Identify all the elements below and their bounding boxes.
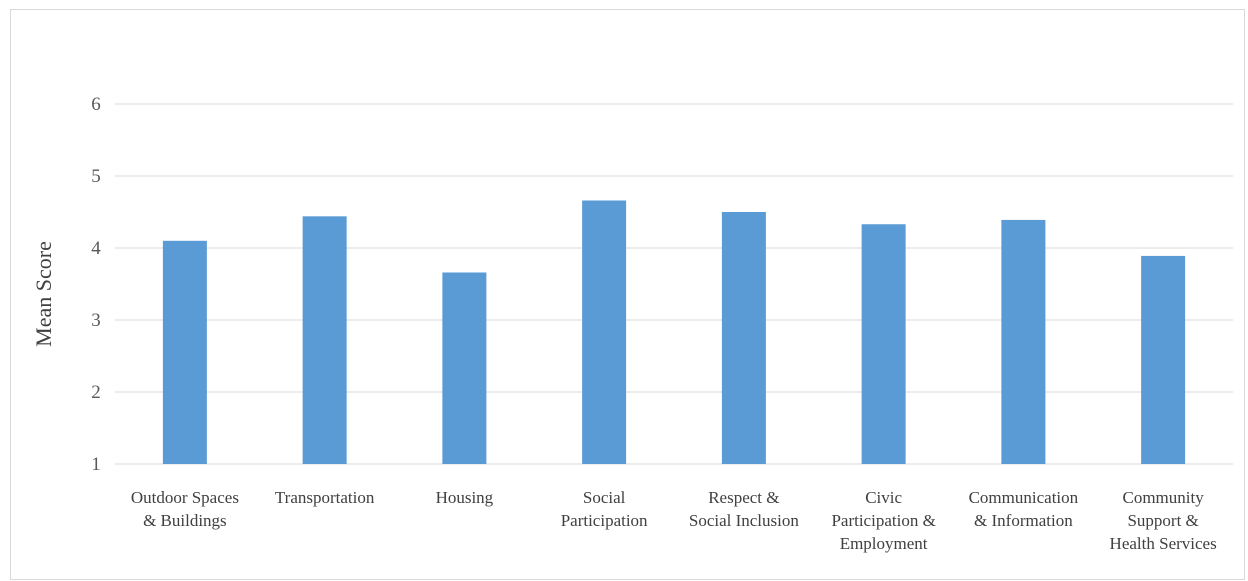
y-tick-label: 4 bbox=[91, 238, 101, 259]
y-axis-ticks: 1 2 3 4 5 6 bbox=[91, 94, 101, 475]
gridlines bbox=[115, 103, 1233, 465]
y-tick-label: 5 bbox=[91, 166, 101, 187]
y-tick-label: 1 bbox=[91, 454, 101, 475]
x-category-label: Community Support & Health Services bbox=[1110, 488, 1217, 553]
bar bbox=[302, 216, 347, 464]
bar bbox=[162, 240, 207, 464]
bar bbox=[1001, 219, 1046, 464]
bar bbox=[442, 272, 487, 464]
x-category-label: Communication & Information bbox=[969, 488, 1079, 530]
y-tick-label: 3 bbox=[91, 310, 101, 331]
x-axis-categories: Outdoor Spaces & Buildings Transportation H… bbox=[131, 488, 1217, 553]
x-category-label: Civic Participation & Employment bbox=[831, 488, 935, 553]
x-category-label: Transportation bbox=[275, 488, 375, 507]
bar bbox=[1141, 255, 1186, 464]
bar bbox=[861, 224, 906, 464]
bar bbox=[582, 200, 627, 465]
x-category-label: Housing bbox=[436, 488, 494, 507]
y-tick-label: 2 bbox=[91, 382, 101, 403]
x-category-label: Outdoor Spaces & Buildings bbox=[131, 488, 239, 530]
y-axis-title: Mean Score bbox=[31, 241, 56, 347]
bar bbox=[721, 212, 766, 464]
x-category-label: Social Participation bbox=[561, 488, 648, 530]
bars bbox=[162, 200, 1186, 465]
x-category-label: Respect & Social Inclusion bbox=[689, 488, 800, 530]
y-tick-label: 6 bbox=[91, 94, 101, 115]
